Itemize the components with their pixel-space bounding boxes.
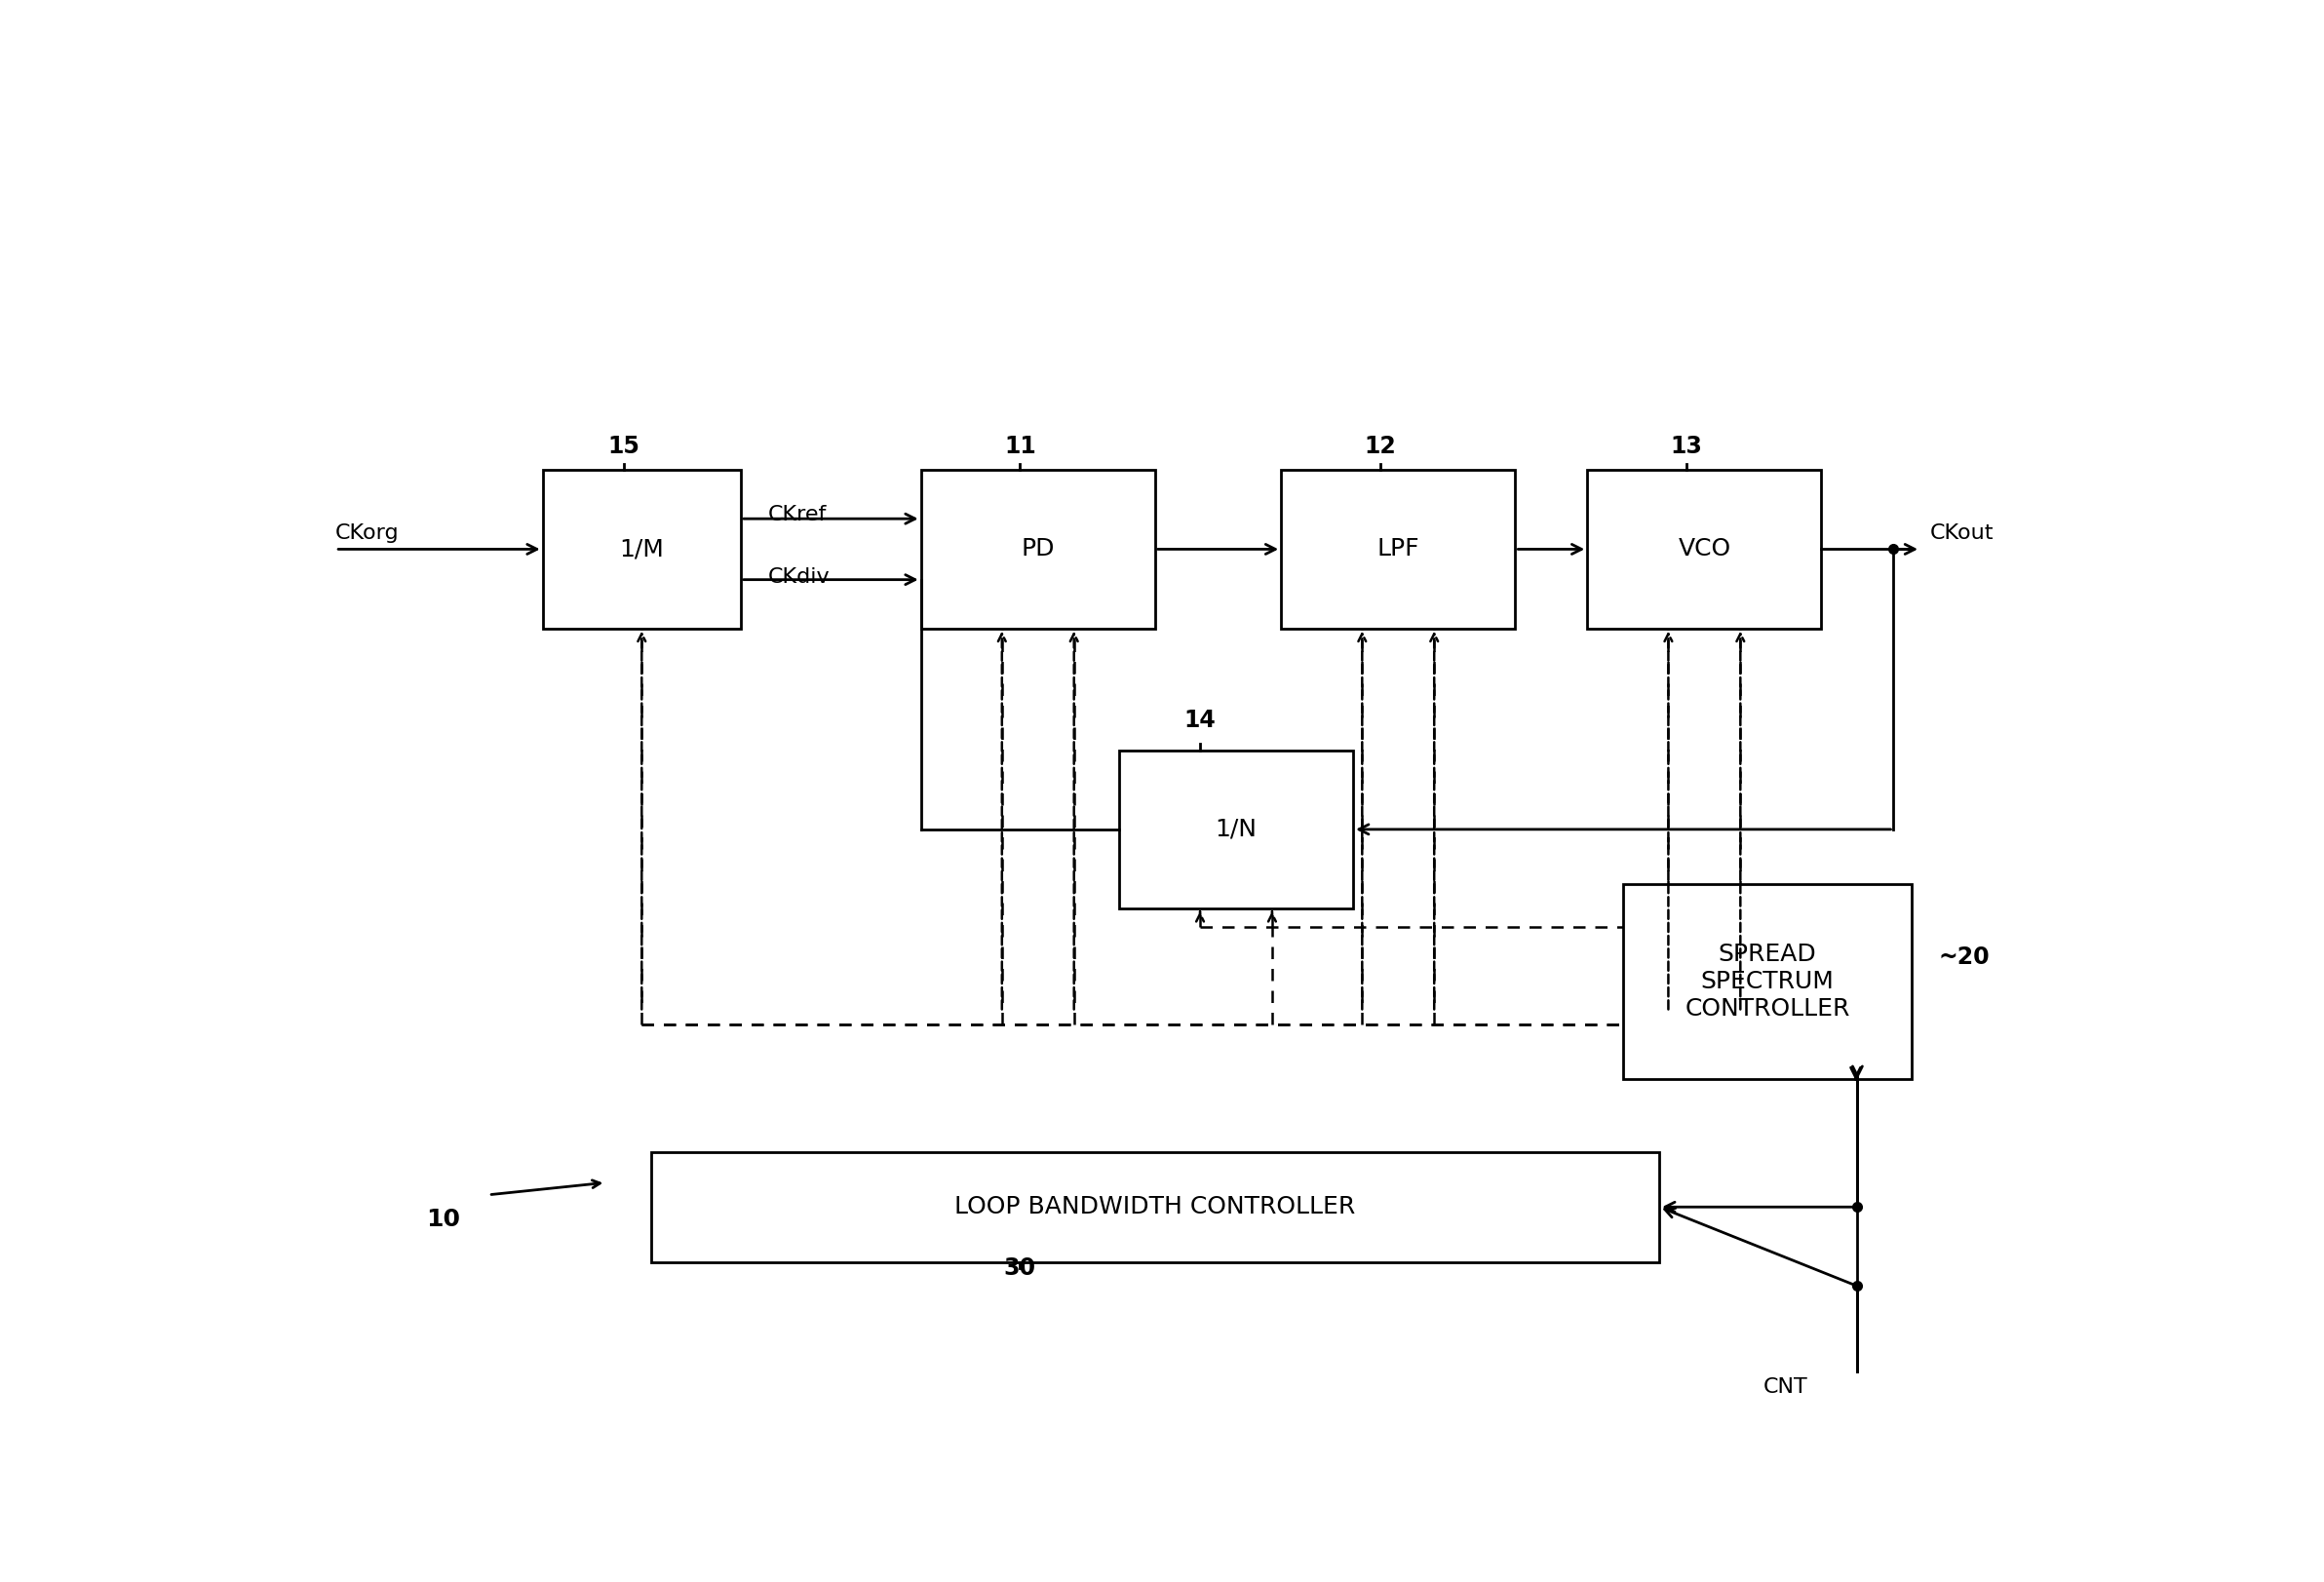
Text: ~20: ~20 <box>1938 946 1989 968</box>
Text: 10: 10 <box>428 1207 460 1231</box>
Text: 12: 12 <box>1364 435 1397 457</box>
Bar <box>541 470 741 628</box>
Text: 13: 13 <box>1671 435 1703 457</box>
Text: CKref: CKref <box>767 505 827 525</box>
Text: 15: 15 <box>607 435 639 457</box>
Bar <box>920 470 1155 628</box>
Bar <box>1622 884 1910 1079</box>
Text: CNT: CNT <box>1764 1378 1808 1397</box>
Text: 14: 14 <box>1185 709 1215 732</box>
Text: SPREAD
SPECTRUM
CONTROLLER: SPREAD SPECTRUM CONTROLLER <box>1685 943 1850 1020</box>
Text: 30: 30 <box>1004 1256 1037 1280</box>
Bar <box>1281 470 1515 628</box>
Text: VCO: VCO <box>1678 538 1731 562</box>
Text: 11: 11 <box>1004 435 1037 457</box>
Text: PD: PD <box>1020 538 1055 562</box>
Text: LOOP BANDWIDTH CONTROLLER: LOOP BANDWIDTH CONTROLLER <box>955 1196 1355 1218</box>
Bar <box>651 1152 1659 1262</box>
Text: LPF: LPF <box>1376 538 1420 562</box>
Text: 1/M: 1/M <box>621 538 665 562</box>
Bar <box>1120 750 1353 908</box>
Text: CKorg: CKorg <box>335 524 400 543</box>
Text: 1/N: 1/N <box>1215 818 1257 842</box>
Bar <box>1587 470 1822 628</box>
Text: CKdiv: CKdiv <box>767 568 830 587</box>
Text: CKout: CKout <box>1929 524 1994 543</box>
